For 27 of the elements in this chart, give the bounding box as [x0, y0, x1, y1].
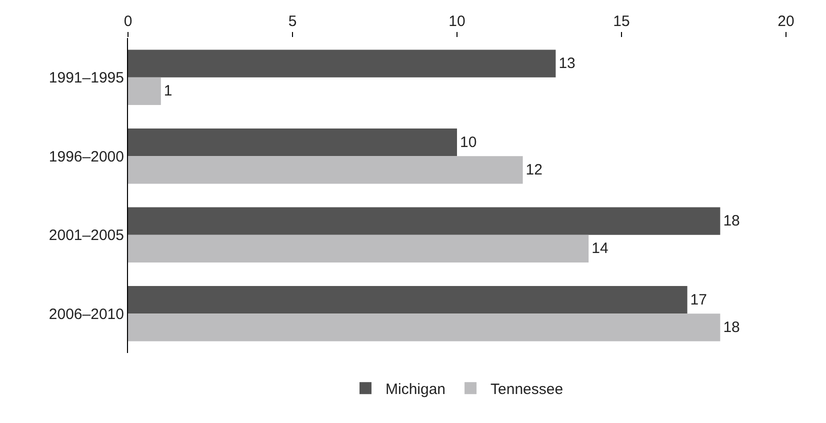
- data-label: 18: [723, 318, 740, 336]
- data-label: 1: [164, 82, 172, 100]
- x-tick-label: 10: [448, 13, 466, 30]
- bar: [128, 234, 589, 262]
- bar: [128, 128, 457, 156]
- y-tick-label: 1996–2000: [48, 148, 124, 166]
- x-tick-label: 5: [288, 13, 297, 30]
- bar: [128, 50, 556, 78]
- data-label: 10: [460, 134, 477, 151]
- y-tick-label: 1991–1995: [48, 70, 124, 87]
- data-label: 12: [526, 161, 542, 178]
- data-label: 18: [723, 212, 740, 230]
- data-label: 17: [690, 291, 707, 308]
- bar: [128, 286, 688, 314]
- bar: [128, 156, 523, 184]
- y-tick-label: 2001–2005: [48, 227, 124, 244]
- legend-label: Michigan: [386, 381, 446, 398]
- x-tick-label: 0: [124, 13, 132, 30]
- bar: [128, 207, 720, 235]
- x-tick-label: 15: [613, 13, 630, 30]
- data-label: 14: [592, 240, 608, 258]
- legend-label: Tennessee: [490, 381, 564, 398]
- data-label: 13: [558, 55, 576, 72]
- y-tick-label: 2006–2010: [48, 306, 124, 323]
- bar: [128, 314, 720, 342]
- x-tick-label: 20: [778, 13, 794, 30]
- bar: [128, 77, 161, 105]
